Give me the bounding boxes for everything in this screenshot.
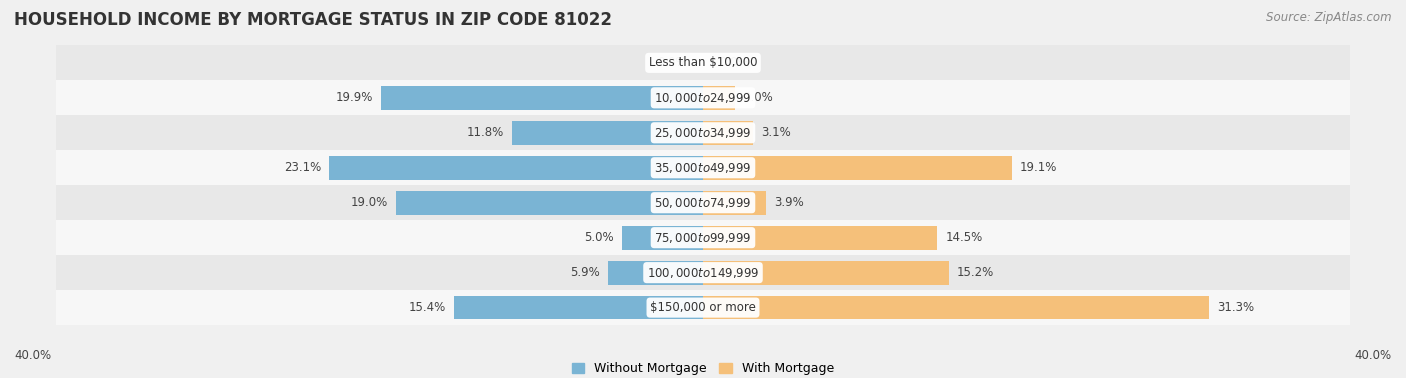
- Bar: [703, 121, 754, 145]
- Text: 19.0%: 19.0%: [350, 196, 388, 209]
- Text: $25,000 to $34,999: $25,000 to $34,999: [654, 126, 752, 140]
- Text: Less than $10,000: Less than $10,000: [648, 56, 758, 69]
- Text: $75,000 to $99,999: $75,000 to $99,999: [654, 231, 752, 245]
- Bar: [512, 121, 703, 145]
- Text: 3.9%: 3.9%: [775, 196, 804, 209]
- Text: 40.0%: 40.0%: [14, 349, 51, 362]
- Bar: [703, 191, 766, 215]
- Text: 40.0%: 40.0%: [1355, 349, 1392, 362]
- Bar: [454, 296, 703, 319]
- Text: $150,000 or more: $150,000 or more: [650, 301, 756, 314]
- Text: 5.9%: 5.9%: [569, 266, 599, 279]
- Bar: [703, 296, 1209, 319]
- Bar: [56, 45, 1350, 81]
- Text: 2.0%: 2.0%: [744, 91, 773, 104]
- Text: 3.1%: 3.1%: [761, 126, 792, 139]
- Bar: [703, 156, 1012, 180]
- Text: 11.8%: 11.8%: [467, 126, 505, 139]
- Bar: [621, 226, 703, 249]
- Text: 14.5%: 14.5%: [945, 231, 983, 244]
- Text: 15.2%: 15.2%: [957, 266, 994, 279]
- Bar: [56, 115, 1350, 150]
- Text: Source: ZipAtlas.com: Source: ZipAtlas.com: [1267, 11, 1392, 24]
- Text: HOUSEHOLD INCOME BY MORTGAGE STATUS IN ZIP CODE 81022: HOUSEHOLD INCOME BY MORTGAGE STATUS IN Z…: [14, 11, 612, 29]
- Bar: [607, 261, 703, 285]
- Text: 31.3%: 31.3%: [1218, 301, 1254, 314]
- Text: 0.0%: 0.0%: [657, 56, 688, 69]
- Legend: Without Mortgage, With Mortgage: Without Mortgage, With Mortgage: [567, 357, 839, 378]
- Bar: [56, 290, 1350, 325]
- Text: 0.0%: 0.0%: [720, 56, 749, 69]
- Text: $50,000 to $74,999: $50,000 to $74,999: [654, 196, 752, 210]
- Bar: [703, 261, 949, 285]
- Bar: [381, 86, 703, 110]
- Text: 19.1%: 19.1%: [1019, 161, 1057, 174]
- Bar: [56, 150, 1350, 185]
- Text: 23.1%: 23.1%: [284, 161, 322, 174]
- Bar: [703, 226, 938, 249]
- Text: 15.4%: 15.4%: [409, 301, 446, 314]
- Text: $10,000 to $24,999: $10,000 to $24,999: [654, 91, 752, 105]
- Bar: [56, 220, 1350, 255]
- Bar: [56, 255, 1350, 290]
- Bar: [56, 185, 1350, 220]
- Bar: [396, 191, 703, 215]
- Bar: [703, 86, 735, 110]
- Text: 19.9%: 19.9%: [336, 91, 373, 104]
- Text: 5.0%: 5.0%: [585, 231, 614, 244]
- Text: $35,000 to $49,999: $35,000 to $49,999: [654, 161, 752, 175]
- Bar: [56, 81, 1350, 115]
- Bar: [329, 156, 703, 180]
- Text: $100,000 to $149,999: $100,000 to $149,999: [647, 266, 759, 280]
